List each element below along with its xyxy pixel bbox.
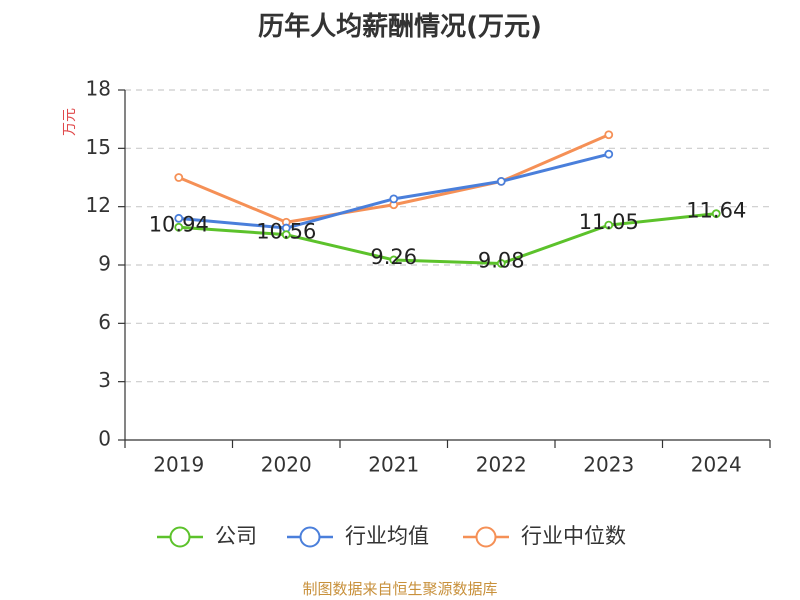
y-tick-label: 6 [98, 310, 111, 334]
series-line [178, 212, 717, 265]
x-tick-label: 2021 [368, 453, 419, 477]
legend-marker [169, 526, 191, 548]
y-tick-label: 3 [98, 368, 111, 392]
legend-label: 行业中位数 [521, 524, 626, 548]
y-tick-label: 0 [98, 427, 111, 451]
legend-item[interactable]: 行业中位数 [463, 524, 626, 548]
data-labels: 10.94 10.56 9.26 9.08 11.05 11.64 [149, 199, 747, 273]
legend-marker [475, 526, 497, 548]
y-tick-label: 12 [86, 193, 111, 217]
data-point [604, 130, 614, 140]
data-point [496, 176, 506, 186]
data-point [604, 220, 614, 230]
y-tick-label: 18 [86, 77, 111, 101]
axes: 0 3 6 9 12 15 18 2019 2020 2021 2022 2023 2024 [86, 77, 771, 477]
data-point [496, 259, 506, 268]
legend[interactable]: 公司 行业均值 行业中位数 [157, 524, 626, 548]
data-point [389, 194, 399, 204]
x-tick-label: 2023 [583, 453, 634, 477]
series-2 [174, 130, 614, 227]
source-note: 制图数据来自恒生聚源数据库 [302, 580, 498, 598]
y-axis-label: 万元 [62, 108, 78, 136]
data-point [711, 209, 721, 219]
x-tick-label: 2024 [691, 453, 742, 477]
legend-label: 公司 [215, 524, 257, 548]
y-tick-label: 15 [86, 135, 111, 159]
x-tick-label: 2022 [476, 453, 527, 477]
legend-item[interactable]: 行业均值 [287, 524, 429, 548]
chart-title: 历年人均薪酬情况(万元) [258, 12, 542, 42]
data-label: 9.26 [370, 245, 417, 269]
data-label: 11.64 [686, 199, 746, 223]
series-lines [174, 130, 721, 268]
series-0 [174, 209, 721, 268]
legend-label: 行业均值 [345, 524, 429, 548]
data-point [174, 222, 184, 232]
data-point [604, 149, 614, 159]
data-label: 10.56 [256, 220, 316, 244]
x-tick-label: 2019 [153, 453, 204, 477]
x-tick-label: 2020 [261, 453, 312, 477]
grid-lines [125, 89, 770, 383]
y-tick-label: 9 [98, 252, 111, 276]
data-point [174, 213, 184, 223]
series-line [178, 152, 610, 230]
data-point [174, 173, 184, 182]
data-label: 11.05 [579, 210, 639, 234]
legend-marker [299, 526, 321, 548]
data-label: 9.08 [478, 248, 525, 272]
data-point [281, 230, 291, 240]
legend-item[interactable]: 公司 [157, 524, 257, 548]
data-point [389, 255, 399, 265]
data-label: 10.94 [149, 212, 209, 236]
